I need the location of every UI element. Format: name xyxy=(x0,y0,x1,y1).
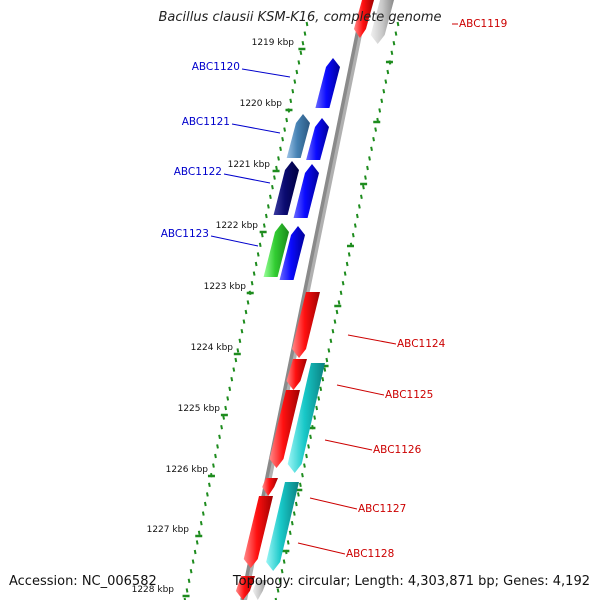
gene-label-abc1126: ABC1126 xyxy=(373,444,422,456)
gene-grey-bottom xyxy=(252,580,267,600)
gene-abc1128 xyxy=(243,496,273,568)
kbp-tick-label: 1220 kbp xyxy=(240,99,283,109)
label-leader xyxy=(241,68,291,78)
gene-label-abc1119: ABC1119 xyxy=(459,18,507,30)
label-leader xyxy=(231,123,281,134)
gene-bottom-red xyxy=(235,576,255,600)
inner-tick-track xyxy=(183,21,309,603)
label-leader xyxy=(210,235,259,247)
kbp-tick-label: 1224 kbp xyxy=(191,343,234,353)
gene-label-abc1127: ABC1127 xyxy=(358,503,406,515)
label-leader xyxy=(297,542,346,555)
kbp-tick-label: 1221 kbp xyxy=(228,160,271,170)
kbp-tick-label: 1226 kbp xyxy=(166,465,209,475)
gene-label-abc1125: ABC1125 xyxy=(385,389,433,401)
gene-abc1122 xyxy=(293,164,319,218)
gene-green xyxy=(263,223,289,277)
kbp-tick-label: 1228 kbp xyxy=(132,585,175,595)
gene-cyan-2 xyxy=(266,482,299,571)
kbp-tick-label: 1222 kbp xyxy=(216,221,259,231)
kbp-tick-label: 1225 kbp xyxy=(178,404,221,414)
topology-text: Topology: circular; Length: 4,303,871 bp… xyxy=(232,574,590,589)
outer-tick-track xyxy=(274,21,400,603)
gene-abc1121 xyxy=(306,118,329,160)
accession-text: Accession: NC_006582 xyxy=(9,574,157,589)
gene-label-abc1124: ABC1124 xyxy=(397,338,446,350)
label-leader xyxy=(324,439,373,451)
gene-navy xyxy=(273,161,299,215)
gene-abc1127 xyxy=(262,478,278,496)
gene-abc1123 xyxy=(279,226,305,280)
gene-abc1120 xyxy=(315,58,340,108)
gene-grey-top xyxy=(370,0,394,44)
map-title: Bacillus clausii KSM-K16, complete genom… xyxy=(158,10,442,25)
label-leader xyxy=(309,497,358,510)
label-leader xyxy=(336,384,385,396)
label-leader xyxy=(223,173,271,184)
gene-label-abc1121: ABC1121 xyxy=(182,116,230,128)
kbp-tick-label: 1223 kbp xyxy=(204,282,247,292)
gene-label-abc1123: ABC1123 xyxy=(161,228,209,240)
gene-label-abc1120: ABC1120 xyxy=(192,61,240,73)
gene-cyan-1 xyxy=(287,363,325,473)
gene-abc1119 xyxy=(353,0,374,38)
gene-abc1124 xyxy=(292,292,320,358)
kbp-tick-label: 1227 kbp xyxy=(147,525,190,535)
gene-label-abc1128: ABC1128 xyxy=(346,548,394,560)
gene-steel xyxy=(286,114,310,158)
gene-abc1126 xyxy=(269,390,300,468)
gene-abc1125 xyxy=(286,359,307,390)
gene-label-abc1122: ABC1122 xyxy=(174,166,222,178)
kbp-tick-label: 1219 kbp xyxy=(252,38,295,48)
label-leader xyxy=(347,334,397,345)
